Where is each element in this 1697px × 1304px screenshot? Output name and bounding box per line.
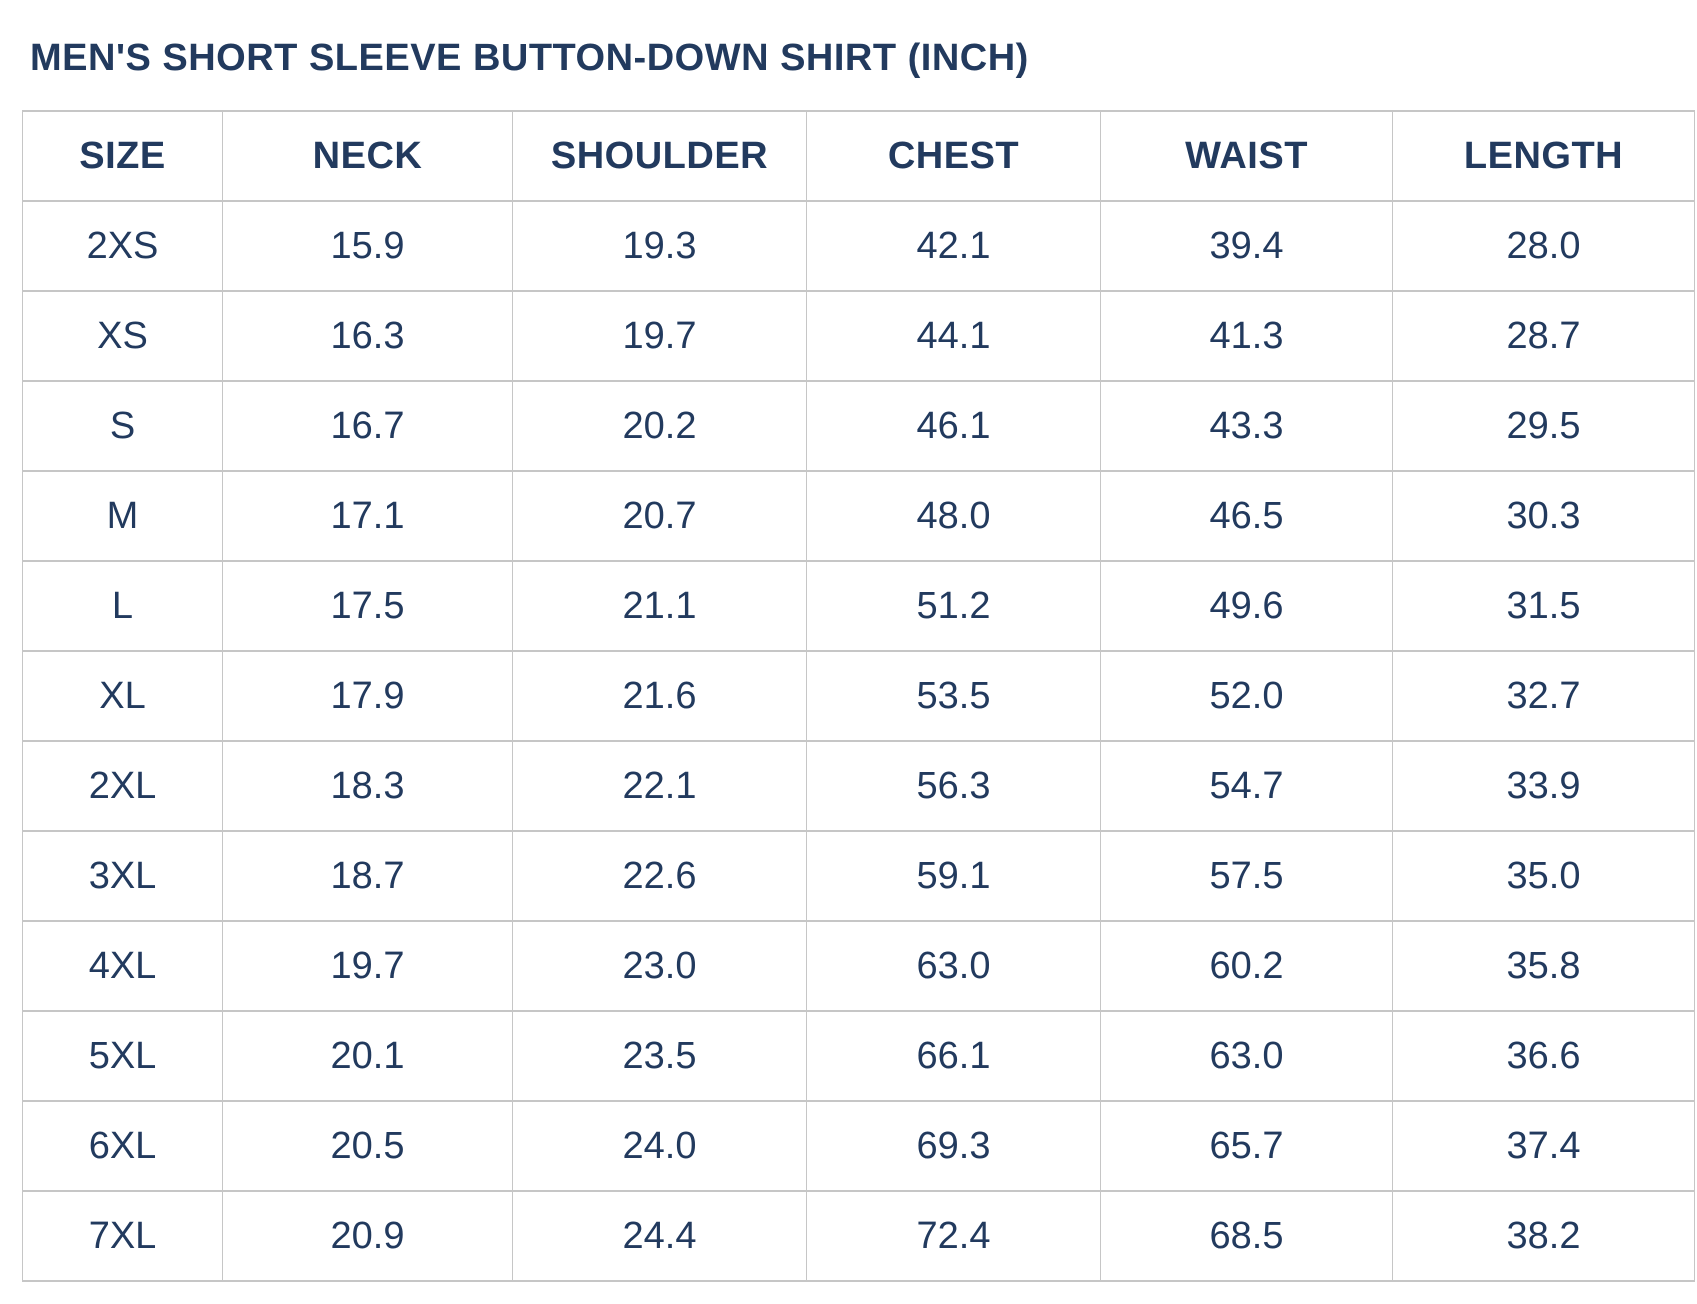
size-cell: XS xyxy=(22,290,223,382)
measurement-cell: 60.2 xyxy=(1100,920,1393,1012)
measurement-cell: 28.7 xyxy=(1392,290,1695,382)
size-cell: XL xyxy=(22,650,223,742)
measurement-cell: 57.5 xyxy=(1100,830,1393,922)
measurement-cell: 30.3 xyxy=(1392,470,1695,562)
measurement-cell: 52.0 xyxy=(1100,650,1393,742)
measurement-cell: 46.1 xyxy=(806,380,1101,472)
measurement-cell: 16.3 xyxy=(222,290,513,382)
measurement-cell: 53.5 xyxy=(806,650,1101,742)
measurement-cell: 49.6 xyxy=(1100,560,1393,652)
measurement-cell: 66.1 xyxy=(806,1010,1101,1102)
size-cell: 2XL xyxy=(22,740,223,832)
measurement-cell: 20.7 xyxy=(512,470,807,562)
measurement-cell: 19.7 xyxy=(222,920,513,1012)
table-row: L 17.5 21.1 51.2 49.6 31.5 xyxy=(22,560,1695,652)
measurement-cell: 24.0 xyxy=(512,1100,807,1192)
measurement-cell: 37.4 xyxy=(1392,1100,1695,1192)
table-row: 5XL 20.1 23.5 66.1 63.0 36.6 xyxy=(22,1010,1695,1102)
measurement-cell: 56.3 xyxy=(806,740,1101,832)
measurement-cell: 23.0 xyxy=(512,920,807,1012)
measurement-cell: 23.5 xyxy=(512,1010,807,1102)
table-row: M 17.1 20.7 48.0 46.5 30.3 xyxy=(22,470,1695,562)
table-row: S 16.7 20.2 46.1 43.3 29.5 xyxy=(22,380,1695,472)
size-cell: 5XL xyxy=(22,1010,223,1102)
measurement-cell: 38.2 xyxy=(1392,1190,1695,1282)
measurement-cell: 48.0 xyxy=(806,470,1101,562)
measurement-cell: 28.0 xyxy=(1392,200,1695,292)
measurement-cell: 18.7 xyxy=(222,830,513,922)
measurement-cell: 22.6 xyxy=(512,830,807,922)
measurement-cell: 51.2 xyxy=(806,560,1101,652)
measurement-cell: 69.3 xyxy=(806,1100,1101,1192)
measurement-cell: 41.3 xyxy=(1100,290,1393,382)
table-row: 4XL 19.7 23.0 63.0 60.2 35.8 xyxy=(22,920,1695,1012)
measurement-cell: 16.7 xyxy=(222,380,513,472)
measurement-cell: 68.5 xyxy=(1100,1190,1393,1282)
measurement-cell: 20.1 xyxy=(222,1010,513,1102)
measurement-cell: 33.9 xyxy=(1392,740,1695,832)
size-cell: M xyxy=(22,470,223,562)
column-header-size: SIZE xyxy=(22,110,223,202)
size-cell: 2XS xyxy=(22,200,223,292)
size-cell: 3XL xyxy=(22,830,223,922)
measurement-cell: 29.5 xyxy=(1392,380,1695,472)
measurement-cell: 35.0 xyxy=(1392,830,1695,922)
measurement-cell: 24.4 xyxy=(512,1190,807,1282)
measurement-cell: 22.1 xyxy=(512,740,807,832)
measurement-cell: 72.4 xyxy=(806,1190,1101,1282)
table-row: 3XL 18.7 22.6 59.1 57.5 35.0 xyxy=(22,830,1695,922)
measurement-cell: 15.9 xyxy=(222,200,513,292)
size-cell: 6XL xyxy=(22,1100,223,1192)
column-header-chest: CHEST xyxy=(806,110,1101,202)
size-chart-table: SIZE NECK SHOULDER CHEST WAIST LENGTH 2X… xyxy=(22,110,1695,1282)
size-table-body: 2XS 15.9 19.3 42.1 39.4 28.0 XS 16.3 19.7 44.1 41.… xyxy=(22,200,1695,1282)
measurement-cell: 18.3 xyxy=(222,740,513,832)
measurement-cell: 43.3 xyxy=(1100,380,1393,472)
table-row: 2XL 18.3 22.1 56.3 54.7 33.9 xyxy=(22,740,1695,832)
size-chart-header: SIZE NECK SHOULDER CHEST WAIST LENGTH xyxy=(22,110,1695,202)
table-row: XL 17.9 21.6 53.5 52.0 32.7 xyxy=(22,650,1695,742)
measurement-cell: 35.8 xyxy=(1392,920,1695,1012)
measurement-cell: 20.2 xyxy=(512,380,807,472)
column-header-neck: NECK xyxy=(222,110,513,202)
column-header-shoulder: SHOULDER xyxy=(512,110,807,202)
measurement-cell: 19.3 xyxy=(512,200,807,292)
column-header-length: LENGTH xyxy=(1392,110,1695,202)
measurement-cell: 39.4 xyxy=(1100,200,1393,292)
measurement-cell: 46.5 xyxy=(1100,470,1393,562)
table-row: XS 16.3 19.7 44.1 41.3 28.7 xyxy=(22,290,1695,382)
measurement-cell: 54.7 xyxy=(1100,740,1393,832)
measurement-cell: 20.9 xyxy=(222,1190,513,1282)
size-cell: L xyxy=(22,560,223,652)
table-row: 6XL 20.5 24.0 69.3 65.7 37.4 xyxy=(22,1100,1695,1192)
table-row: 7XL 20.9 24.4 72.4 68.5 38.2 xyxy=(22,1190,1695,1282)
measurement-cell: 63.0 xyxy=(806,920,1101,1012)
column-header-waist: WAIST xyxy=(1100,110,1393,202)
measurement-cell: 19.7 xyxy=(512,290,807,382)
measurement-cell: 21.1 xyxy=(512,560,807,652)
measurement-cell: 21.6 xyxy=(512,650,807,742)
measurement-cell: 20.5 xyxy=(222,1100,513,1192)
measurement-cell: 17.5 xyxy=(222,560,513,652)
measurement-cell: 44.1 xyxy=(806,290,1101,382)
size-cell: 7XL xyxy=(22,1190,223,1282)
measurement-cell: 42.1 xyxy=(806,200,1101,292)
measurement-cell: 17.9 xyxy=(222,650,513,742)
header-row: SIZE NECK SHOULDER CHEST WAIST LENGTH xyxy=(22,110,1695,202)
measurement-cell: 59.1 xyxy=(806,830,1101,922)
page-title: MEN'S SHORT SLEEVE BUTTON-DOWN SHIRT (IN… xyxy=(30,37,1029,79)
measurement-cell: 65.7 xyxy=(1100,1100,1393,1192)
size-cell: S xyxy=(22,380,223,472)
size-cell: 4XL xyxy=(22,920,223,1012)
measurement-cell: 63.0 xyxy=(1100,1010,1393,1102)
measurement-cell: 32.7 xyxy=(1392,650,1695,742)
measurement-cell: 36.6 xyxy=(1392,1010,1695,1102)
table-row: 2XS 15.9 19.3 42.1 39.4 28.0 xyxy=(22,200,1695,292)
measurement-cell: 17.1 xyxy=(222,470,513,562)
measurement-cell: 31.5 xyxy=(1392,560,1695,652)
